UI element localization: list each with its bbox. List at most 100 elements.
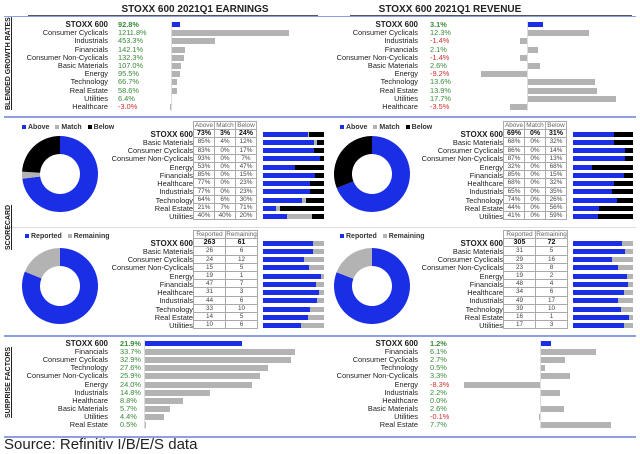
category-label: Consumer Non-Cyclicals [111, 154, 193, 164]
category-label: STOXX 600 [460, 238, 503, 248]
table-cell: 6 [225, 320, 258, 330]
stacked-bar [262, 322, 325, 330]
category-label: Consumer Cyclicals [127, 255, 193, 265]
table-cell: 1 [225, 270, 258, 281]
category-label: Technology [380, 363, 418, 373]
category-label: Financials [384, 44, 418, 54]
data-label: 0.0% [430, 395, 447, 405]
table-row: 44% 0% 56% [503, 202, 567, 213]
segment-reported [573, 240, 622, 246]
divider [4, 436, 636, 438]
segment-reported [573, 281, 629, 287]
slice-reported [21, 248, 98, 324]
stacked-bar [262, 280, 325, 288]
bar [527, 87, 597, 94]
table-row: 39 10 [503, 303, 568, 313]
table-row: 77% 0% 23% [193, 178, 257, 188]
table-cell: 7% [235, 153, 257, 163]
table-cell: 14 [193, 311, 226, 322]
table-cell: 0% [524, 194, 546, 204]
segment-remaining [320, 273, 324, 279]
category-label: Real Estate [154, 312, 193, 322]
table-cell: 17 [503, 320, 536, 330]
category-label: Technology [155, 195, 193, 205]
segment-reported [263, 290, 319, 296]
data-label: 6.1% [430, 347, 447, 357]
legend-label: Below [411, 124, 433, 131]
category-label: Basic Materials [367, 403, 418, 413]
segment-remaining [316, 298, 324, 304]
bar [171, 63, 182, 69]
slice-remaining [24, 248, 61, 279]
segment-below [625, 156, 633, 162]
data-label: 92.8% [118, 20, 139, 29]
table-header: Reported Remaining [503, 229, 568, 240]
data-label: 66.7% [118, 77, 139, 87]
category-label: Utilities [394, 93, 418, 103]
stacked-bar [262, 188, 325, 196]
segment-below [319, 156, 324, 162]
category-label: Technology [465, 304, 503, 314]
zero-axis [171, 21, 172, 112]
table-cell: 6 [225, 246, 258, 256]
bar [144, 357, 292, 364]
stacked-bar [572, 272, 634, 280]
data-label: 1211.8% [118, 28, 147, 38]
slice-below [22, 136, 60, 173]
bar [527, 22, 543, 27]
table-cell: 41% [503, 211, 525, 221]
data-label: -3.5% [430, 102, 450, 111]
segment-above [263, 205, 276, 211]
table-cell: 15 [193, 262, 226, 272]
table-header: Above Match Below [503, 120, 567, 131]
stacked-bar [262, 155, 325, 163]
revenue-title: STOXX 600 2021Q1 REVENUE [378, 4, 522, 15]
data-label: 2.7% [430, 355, 447, 365]
category-label: STOXX 600 [150, 238, 193, 248]
category-label: Financials [74, 347, 108, 357]
table-row: 32% 0% 68% [503, 161, 567, 172]
category-label: STOXX 600 [375, 20, 418, 29]
category-label: Technology [70, 363, 108, 373]
side-label-surprise: SURPRISE FACTORS [5, 346, 12, 418]
bar [144, 381, 252, 388]
category-label: Real Estate [69, 85, 108, 95]
segment-reported [573, 290, 624, 296]
revenue-title-underline [350, 15, 632, 16]
legend-label: Match [61, 124, 82, 131]
stacked-bar [262, 289, 325, 297]
slice-remaining [336, 248, 372, 279]
table-cell: 10 [193, 320, 226, 330]
legend-label: Above [346, 124, 368, 131]
table-cell: 0% [524, 145, 546, 155]
stacked-bar [262, 272, 325, 280]
category-label: Technology [465, 195, 503, 205]
segment-reported [263, 273, 321, 279]
category-label: Industrials [159, 296, 193, 306]
stacked-bar [262, 297, 325, 305]
segment-below [612, 189, 633, 195]
table-cell: 17 [535, 295, 568, 305]
stacked-bar [572, 196, 634, 204]
category-label: Healthcare [157, 288, 193, 298]
bar [171, 79, 178, 86]
bar [144, 422, 147, 428]
table-cell: 0% [524, 170, 546, 180]
table-cell: 34 [503, 287, 536, 297]
segment-below [624, 148, 633, 154]
segment-above [573, 156, 626, 162]
legend-swatch [22, 125, 26, 130]
segment-remaining [308, 265, 324, 271]
table-cell: 1 [535, 311, 568, 322]
bar [144, 373, 261, 380]
segment-above [573, 164, 593, 170]
table-cell: 16 [503, 311, 536, 322]
category-label: Energy [479, 271, 503, 281]
table-cell: 39 [503, 303, 536, 313]
bar [540, 422, 611, 428]
category-label: Consumer Non-Cyclicals [336, 52, 418, 62]
data-label: 21.9% [120, 339, 141, 348]
segment-below [309, 131, 324, 137]
category-label: Financials [469, 279, 503, 289]
category-label: Financials [469, 170, 503, 180]
